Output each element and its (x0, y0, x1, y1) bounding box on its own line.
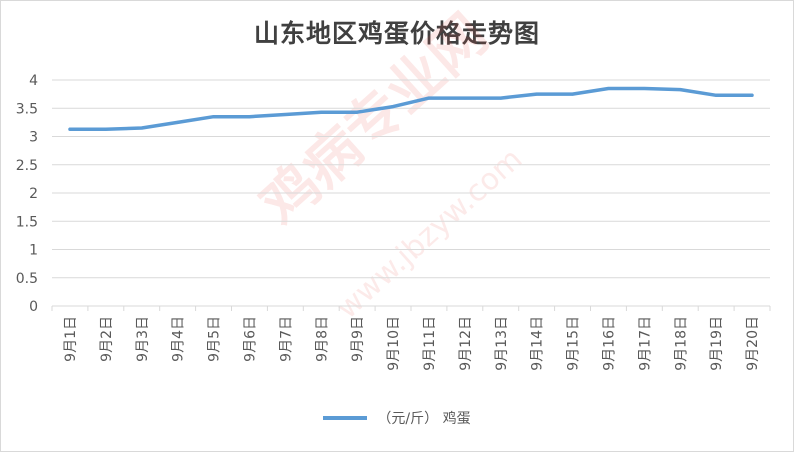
data-point (642, 86, 646, 90)
x-tick-label: 9月20日 (745, 316, 761, 371)
y-tick-label: 3.5 (16, 101, 38, 117)
x-tick-label: 9月17日 (637, 316, 653, 371)
x-tick-label: 9月5日 (207, 316, 223, 362)
y-tick-label: 0.5 (16, 271, 38, 287)
y-tick-label: 4 (29, 73, 38, 89)
chart-title: 山东地区鸡蛋价格走势图 (253, 19, 540, 48)
y-tick-label: 2.5 (16, 158, 38, 174)
legend-line-swatch (323, 416, 368, 420)
series-line (68, 86, 754, 131)
x-tick-label: 9月19日 (709, 316, 725, 371)
data-point (427, 96, 431, 100)
x-tick-label: 9月10日 (386, 316, 402, 371)
data-point (68, 127, 72, 131)
data-point (319, 110, 323, 114)
data-point (499, 96, 503, 100)
y-tick-label: 1.5 (16, 214, 38, 230)
data-point (176, 120, 180, 124)
y-tick-label: 2 (29, 186, 38, 202)
data-point (283, 112, 287, 116)
x-tick-label: 9月12日 (458, 316, 474, 371)
x-tick-label: 9月13日 (494, 316, 510, 371)
data-point (750, 93, 754, 97)
x-tick-label: 9月16日 (601, 316, 617, 371)
data-point (714, 93, 718, 97)
x-tick-label: 9月3日 (135, 316, 151, 362)
data-point (355, 110, 359, 114)
legend-label: （元/斤） 鸡蛋 (377, 411, 471, 427)
x-tick-label: 9月4日 (171, 316, 187, 362)
data-point (571, 92, 575, 96)
x-tick-label: 9月18日 (673, 316, 689, 371)
legend: （元/斤） 鸡蛋 (0, 408, 794, 428)
data-point (678, 88, 682, 92)
y-tick-label: 1 (29, 243, 38, 259)
data-point (535, 92, 539, 96)
x-tick-label: 9月9日 (350, 316, 366, 362)
x-tick-label: 9月6日 (242, 316, 258, 362)
data-point (140, 126, 144, 130)
y-tick-label: 0 (29, 299, 38, 315)
x-tick-label: 9月15日 (566, 316, 582, 371)
data-point (463, 96, 467, 100)
x-tick-label: 9月14日 (530, 316, 546, 371)
x-tick-label: 9月1日 (63, 316, 79, 362)
data-point (606, 86, 610, 90)
data-point (104, 127, 108, 131)
data-point (212, 115, 216, 119)
x-tick-label: 9月7日 (278, 316, 294, 362)
x-tick-label: 9月8日 (314, 316, 330, 362)
x-tick-label: 9月2日 (99, 316, 115, 362)
data-point (247, 115, 251, 119)
data-point (391, 105, 395, 109)
y-tick-label: 3 (29, 130, 38, 146)
x-tick-label: 9月11日 (422, 316, 438, 371)
